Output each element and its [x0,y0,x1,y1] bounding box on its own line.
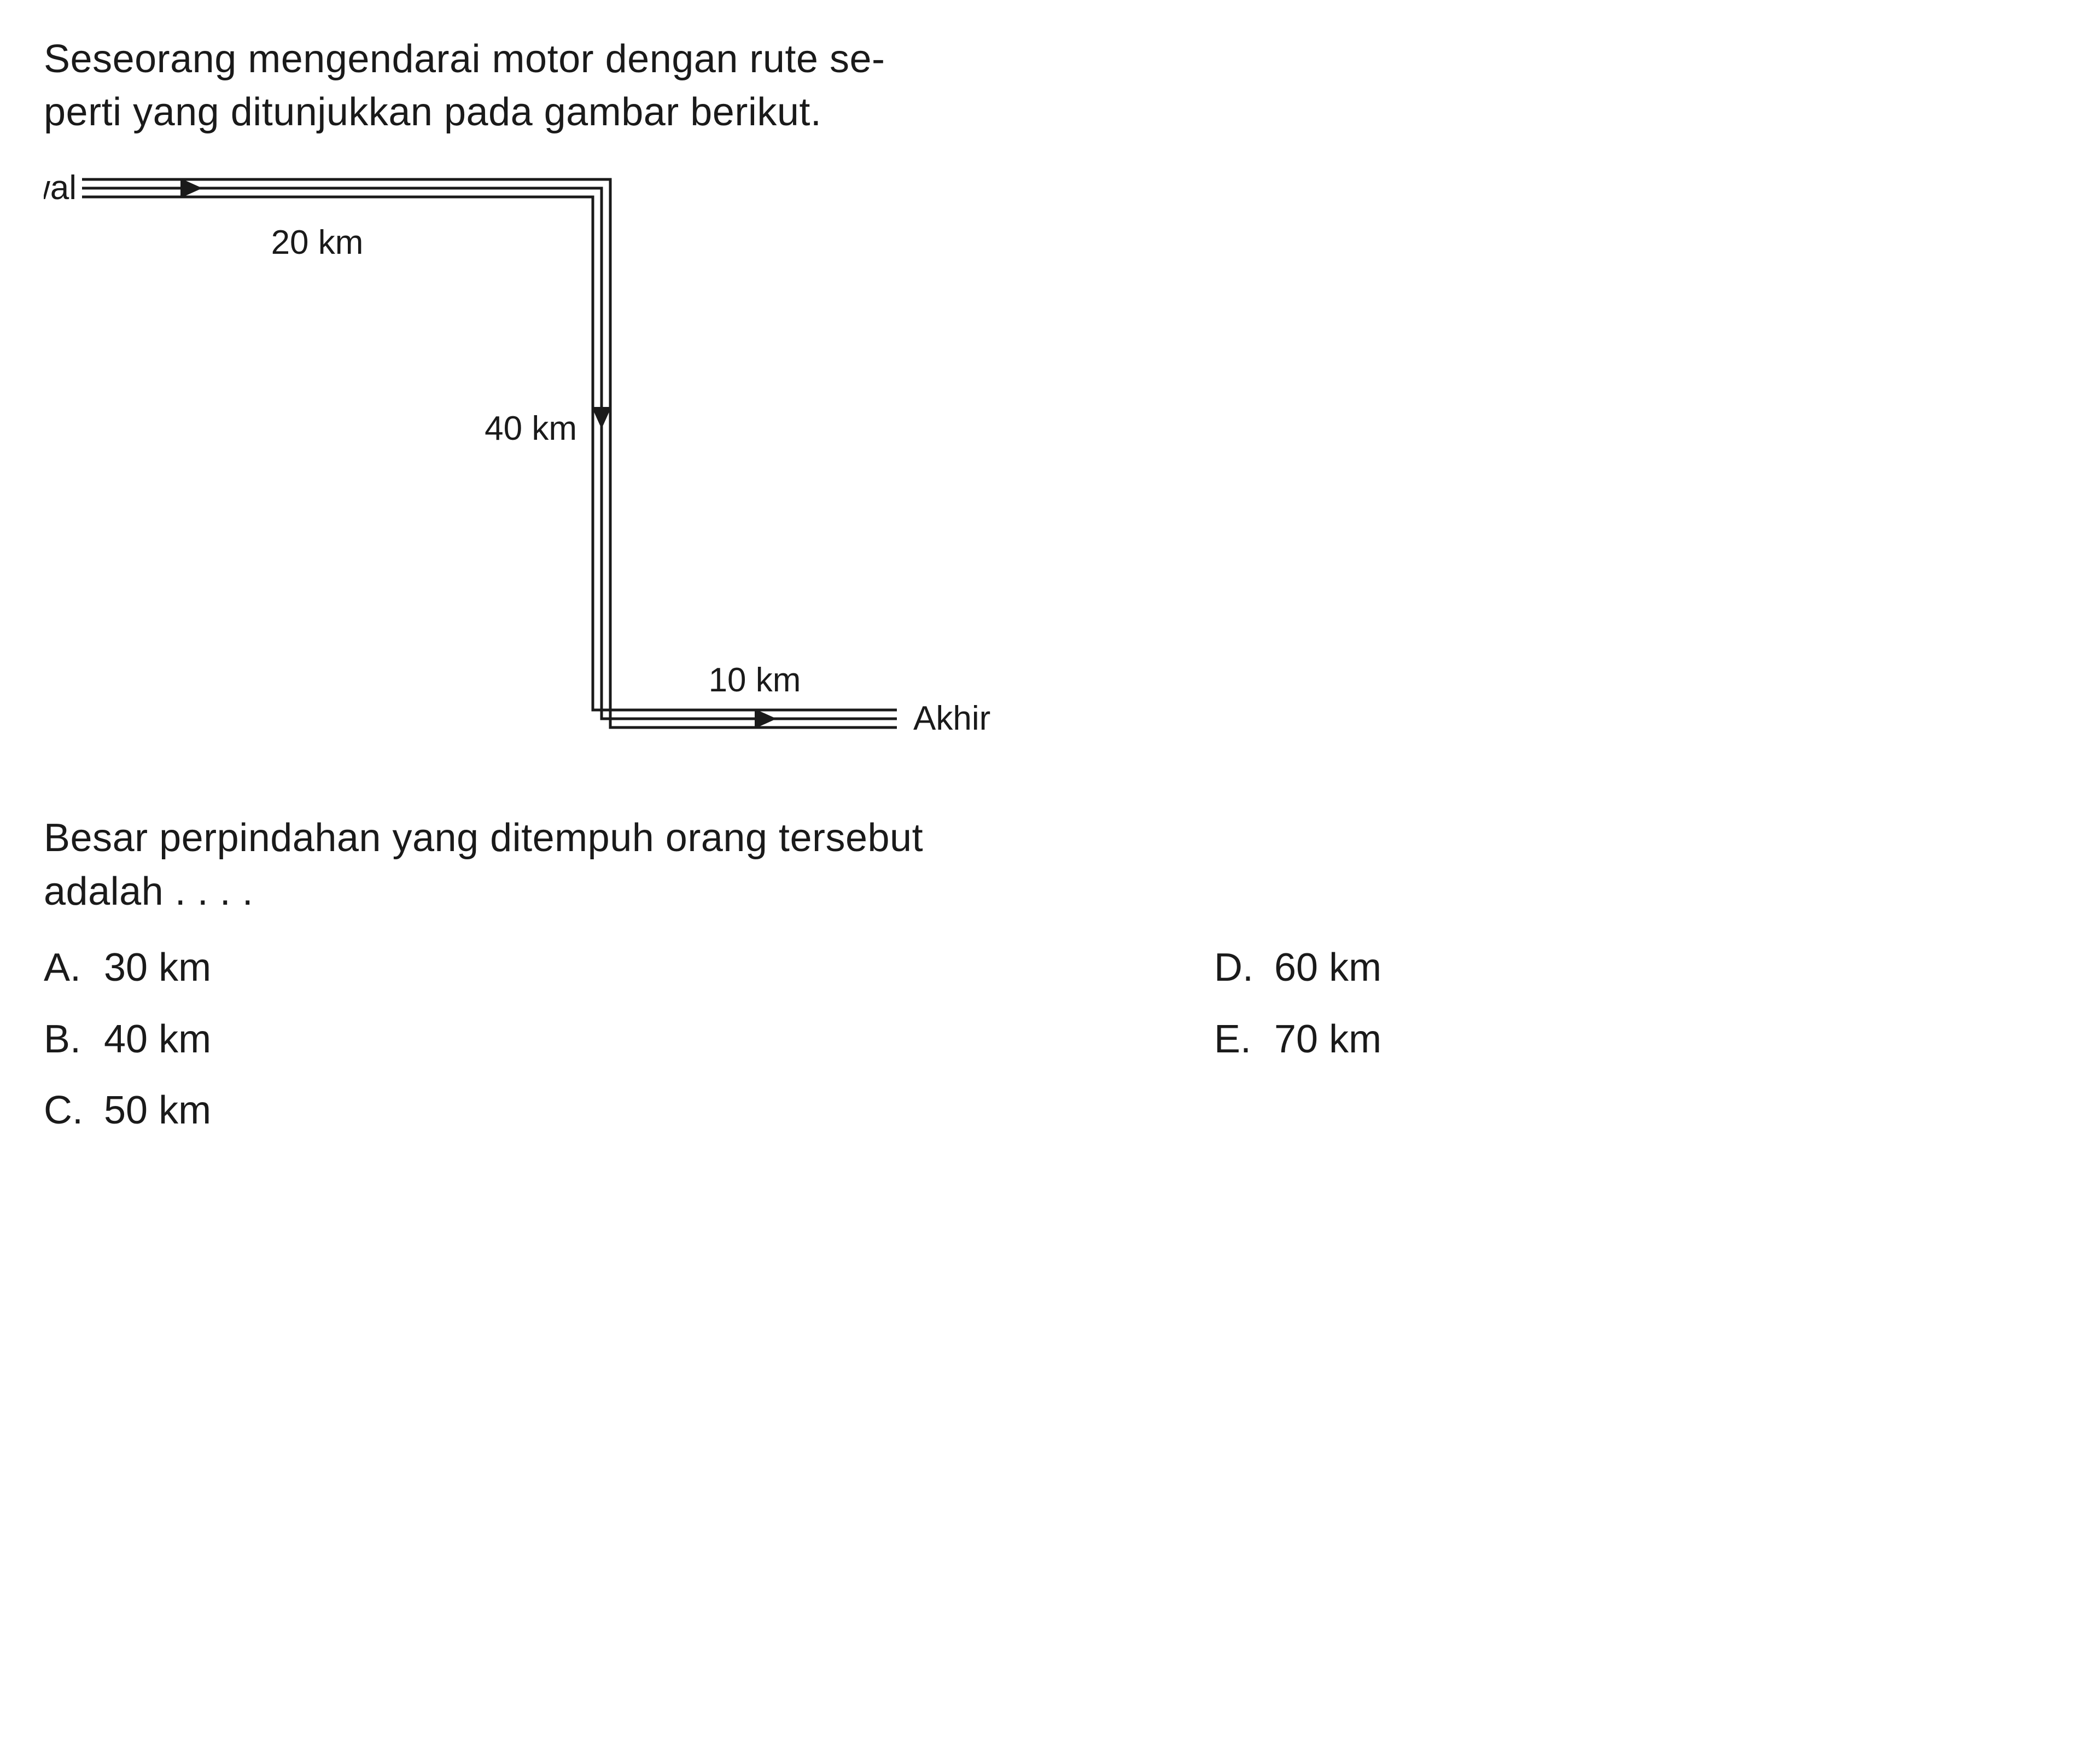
option-c: C. 50 km [44,1083,886,1138]
option-d-text: 60 km [1274,940,1381,995]
label-awal: Awal [44,169,77,207]
option-d: D. 60 km [1214,940,2056,995]
option-b-letter: B. [44,1012,104,1067]
option-a: A. 30 km [44,940,886,995]
route-diagram: Awal 20 km 40 km 10 km Akhir [44,155,2056,784]
option-a-text: 30 km [104,940,211,995]
option-b-text: 40 km [104,1012,211,1067]
option-d-letter: D. [1214,940,1274,995]
followup-text: Besar perpindahan yang ditempuh orang te… [44,812,2056,918]
option-e: E. 70 km [1214,1012,2056,1067]
path-inner [82,197,897,710]
label-10km: 10 km [709,661,801,699]
label-akhir: Akhir [913,700,990,737]
path-middle [82,188,897,719]
options-container: A. 30 km B. 40 km C. 50 km D. 60 km E. 7… [44,940,2056,1138]
option-e-letter: E. [1214,1012,1274,1067]
option-b: B. 40 km [44,1012,886,1067]
question-text: Seseorang mengendarai motor dengan rute … [44,33,2056,139]
diagram-svg: Awal 20 km 40 km 10 km Akhir [44,155,1247,784]
arrow-segment3 [755,709,777,729]
arrow-segment2 [592,407,611,429]
label-40km: 40 km [485,410,577,447]
followup-line1: Besar perpindahan yang ditempuh orang te… [44,816,923,860]
followup-line2: adalah . . . . [44,870,253,913]
option-e-text: 70 km [1274,1012,1381,1067]
question-line1: Seseorang mengendarai motor dengan rute … [44,37,885,81]
label-20km: 20 km [271,224,364,261]
option-c-letter: C. [44,1083,104,1138]
path-outer [82,179,897,727]
arrow-segment1 [180,178,202,198]
question-line2: perti yang ditunjukkan pada gambar berik… [44,90,821,134]
option-c-text: 50 km [104,1083,211,1138]
option-a-letter: A. [44,940,104,995]
